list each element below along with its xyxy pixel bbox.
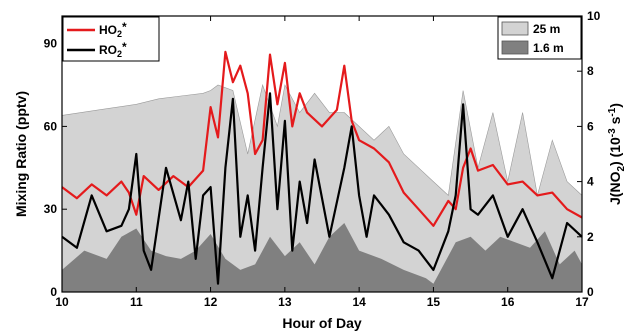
legend-right-swatch — [501, 21, 529, 36]
x-tick-label: 10 — [55, 295, 69, 309]
legend-entry-superscript: * — [122, 20, 127, 34]
legend-left-entry-label: RO2* — [99, 40, 127, 59]
y-axis-label-right-part: -1 — [607, 107, 618, 116]
y-axis-label-right-part: ) — [607, 103, 623, 108]
legend-entry-text: HO — [99, 23, 117, 37]
y-left-tick-label: 0 — [50, 285, 57, 299]
y-axis-label-right-part: 2 — [616, 166, 627, 172]
legend-right-entry-label: 1.6 m — [533, 41, 564, 55]
x-tick-label: 11 — [130, 295, 143, 309]
x-axis-label: Hour of Day — [282, 315, 362, 331]
y-right-tick-label: 6 — [587, 119, 594, 133]
x-tick-label: 15 — [427, 295, 441, 309]
line-series-ro2- — [61, 92, 583, 285]
y-axis-label-right-part: J(NO — [607, 171, 623, 205]
area-series-1-6-m — [62, 223, 582, 292]
y-axis-label-right-part: -3 — [607, 128, 618, 137]
y-axis-label-right: J(NO2) (10-3 s-1) — [607, 103, 627, 205]
y-right-tick-label: 4 — [587, 175, 594, 189]
legend-entry-text: RO — [99, 43, 117, 57]
y-right-tick-label: 10 — [587, 9, 601, 23]
x-tick-label: 14 — [352, 295, 366, 309]
x-tick-label: 16 — [501, 295, 515, 309]
y-right-tick-label: 0 — [587, 285, 594, 299]
x-tick-label: 13 — [278, 295, 292, 309]
legend-entry-superscript: * — [122, 40, 127, 54]
legend-right-entry-label: 25 m — [533, 22, 560, 36]
y-axis-label-right-part: ) (10 — [607, 137, 623, 166]
legend-entry-subscript: 2 — [117, 29, 122, 39]
y-axis-label-right-part: s — [607, 116, 623, 128]
y-right-tick-label: 8 — [587, 64, 594, 78]
plot-frame — [61, 15, 583, 293]
legend-left-entry-label: HO2* — [99, 20, 127, 39]
legend-left-box — [62, 16, 160, 62]
y-right-tick-label: 2 — [587, 230, 594, 244]
line-layer — [61, 50, 583, 285]
line-series-ho2- — [61, 50, 583, 227]
legend-entry-subscript: 2 — [117, 49, 122, 59]
x-tick-label: 12 — [204, 295, 218, 309]
y-left-tick-label: 30 — [44, 202, 58, 216]
legend-right: 25 m 1.6 m — [497, 16, 582, 60]
y-left-tick-label: 60 — [44, 119, 58, 133]
x-tick-label: 17 — [575, 295, 589, 309]
legend-right-swatch — [501, 40, 529, 55]
y-axis-label-left: Mixing Ratio (pptv) — [13, 91, 29, 217]
y-left-tick-label: 90 — [44, 37, 58, 51]
legend-left: HO2*RO2* — [62, 16, 160, 62]
